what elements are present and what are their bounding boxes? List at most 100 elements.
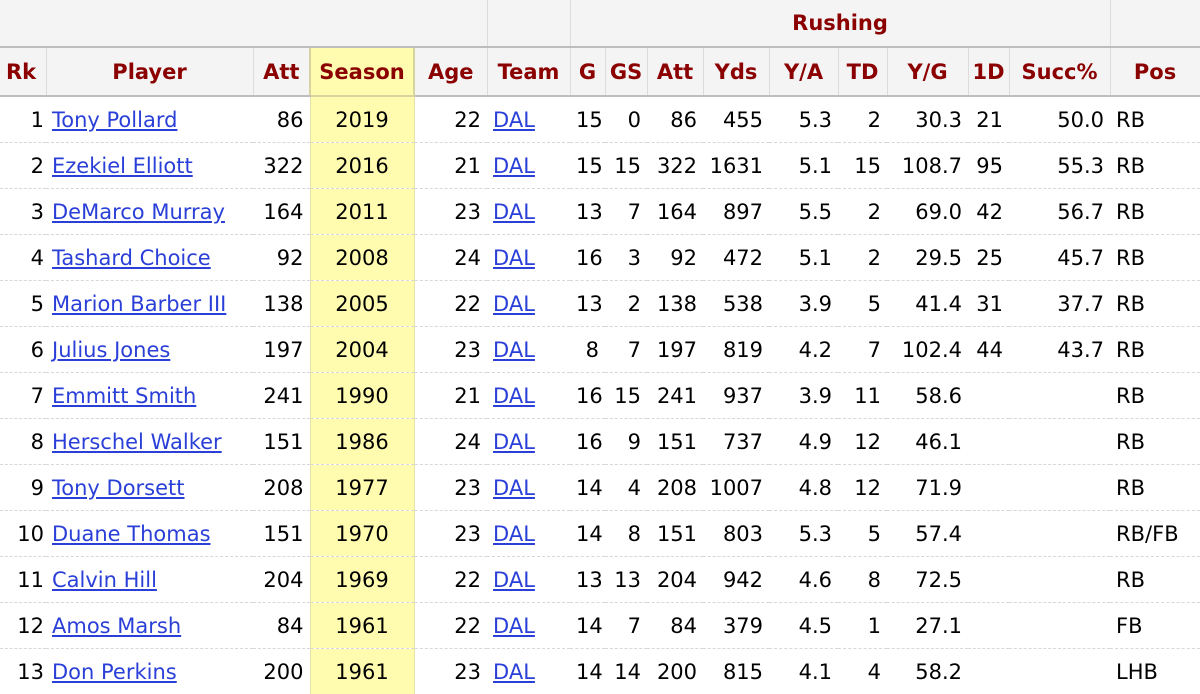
cell-succ: 56.7 [1009, 189, 1110, 235]
col-header-td[interactable]: TD [838, 47, 887, 96]
team-link[interactable]: DAL [493, 660, 535, 684]
player-link[interactable]: Tashard Choice [52, 246, 211, 270]
team-link[interactable]: DAL [493, 154, 535, 178]
column-header-row: Rk Player Att Season Age Team G GS Att Y… [0, 47, 1200, 96]
cell-yds: 472 [703, 235, 769, 281]
cell-gs: 8 [605, 511, 647, 557]
col-header-yg[interactable]: Y/G [887, 47, 968, 96]
cell-succ [1009, 419, 1110, 465]
team-link[interactable]: DAL [493, 108, 535, 132]
cell-1d [968, 557, 1009, 603]
col-header-player[interactable]: Player [46, 47, 253, 96]
col-header-season[interactable]: Season [310, 47, 414, 96]
cell-gs: 13 [605, 557, 647, 603]
cell-team: DAL [487, 557, 570, 603]
cell-succ [1009, 465, 1110, 511]
col-header-yds[interactable]: Yds [703, 47, 769, 96]
col-header-rush-att[interactable]: Att [647, 47, 703, 96]
cell-age: 22 [414, 96, 487, 143]
cell-yds: 803 [703, 511, 769, 557]
col-header-1d[interactable]: 1D [968, 47, 1009, 96]
col-header-att[interactable]: Att [253, 47, 310, 96]
cell-yg: 71.9 [887, 465, 968, 511]
cell-player: Marion Barber III [46, 281, 253, 327]
cell-g: 8 [570, 327, 605, 373]
team-link[interactable]: DAL [493, 246, 535, 270]
col-header-gs[interactable]: GS [605, 47, 647, 96]
cell-rk: 7 [0, 373, 46, 419]
player-link[interactable]: Julius Jones [52, 338, 170, 362]
player-link[interactable]: Ezekiel Elliott [52, 154, 193, 178]
player-link[interactable]: Marion Barber III [52, 292, 226, 316]
cell-td: 4 [838, 649, 887, 694]
team-link[interactable]: DAL [493, 200, 535, 224]
cell-ya: 4.1 [769, 649, 838, 694]
team-link[interactable]: DAL [493, 430, 535, 454]
cell-rush-att: 197 [647, 327, 703, 373]
cell-gs: 9 [605, 419, 647, 465]
cell-age: 22 [414, 281, 487, 327]
col-header-team[interactable]: Team [487, 47, 570, 96]
cell-player: Calvin Hill [46, 557, 253, 603]
cell-pos: FB [1110, 603, 1200, 649]
col-header-g[interactable]: G [570, 47, 605, 96]
cell-team: DAL [487, 189, 570, 235]
cell-yds: 538 [703, 281, 769, 327]
col-header-rk[interactable]: Rk [0, 47, 46, 96]
col-header-age[interactable]: Age [414, 47, 487, 96]
team-link[interactable]: DAL [493, 476, 535, 500]
cell-gs: 7 [605, 603, 647, 649]
cell-team: DAL [487, 373, 570, 419]
cell-rk: 9 [0, 465, 46, 511]
cell-rush-att: 204 [647, 557, 703, 603]
player-link[interactable]: Don Perkins [52, 660, 177, 684]
team-link[interactable]: DAL [493, 568, 535, 592]
cell-gs: 7 [605, 327, 647, 373]
cell-att: 84 [253, 603, 310, 649]
player-link[interactable]: Tony Pollard [52, 108, 177, 132]
cell-succ [1009, 511, 1110, 557]
player-link[interactable]: Emmitt Smith [52, 384, 196, 408]
team-link[interactable]: DAL [493, 338, 535, 362]
cell-rush-att: 322 [647, 143, 703, 189]
cell-pos: RB [1110, 189, 1200, 235]
col-header-ya[interactable]: Y/A [769, 47, 838, 96]
cell-ya: 4.6 [769, 557, 838, 603]
team-link[interactable]: DAL [493, 614, 535, 638]
team-link[interactable]: DAL [493, 292, 535, 316]
cell-td: 12 [838, 419, 887, 465]
cell-1d [968, 511, 1009, 557]
cell-td: 11 [838, 373, 887, 419]
cell-td: 1 [838, 603, 887, 649]
cell-succ: 45.7 [1009, 235, 1110, 281]
cell-ya: 4.8 [769, 465, 838, 511]
cell-1d: 21 [968, 96, 1009, 143]
cell-team: DAL [487, 96, 570, 143]
col-header-pos[interactable]: Pos [1110, 47, 1200, 96]
player-link[interactable]: Herschel Walker [52, 430, 222, 454]
col-header-succ[interactable]: Succ% [1009, 47, 1110, 96]
cell-yg: 46.1 [887, 419, 968, 465]
team-link[interactable]: DAL [493, 384, 535, 408]
cell-succ: 55.3 [1009, 143, 1110, 189]
cell-att: 322 [253, 143, 310, 189]
cell-rk: 5 [0, 281, 46, 327]
cell-yg: 69.0 [887, 189, 968, 235]
cell-pos: RB [1110, 143, 1200, 189]
cell-team: DAL [487, 465, 570, 511]
cell-ya: 5.1 [769, 143, 838, 189]
cell-season: 2005 [310, 281, 414, 327]
player-link[interactable]: Amos Marsh [52, 614, 181, 638]
player-link[interactable]: Duane Thomas [52, 522, 211, 546]
cell-ya: 5.3 [769, 511, 838, 557]
cell-season: 2019 [310, 96, 414, 143]
player-link[interactable]: DeMarco Murray [52, 200, 225, 224]
player-link[interactable]: Tony Dorsett [52, 476, 185, 500]
cell-rush-att: 92 [647, 235, 703, 281]
cell-player: Julius Jones [46, 327, 253, 373]
team-link[interactable]: DAL [493, 522, 535, 546]
player-link[interactable]: Calvin Hill [52, 568, 157, 592]
cell-pos: RB [1110, 96, 1200, 143]
